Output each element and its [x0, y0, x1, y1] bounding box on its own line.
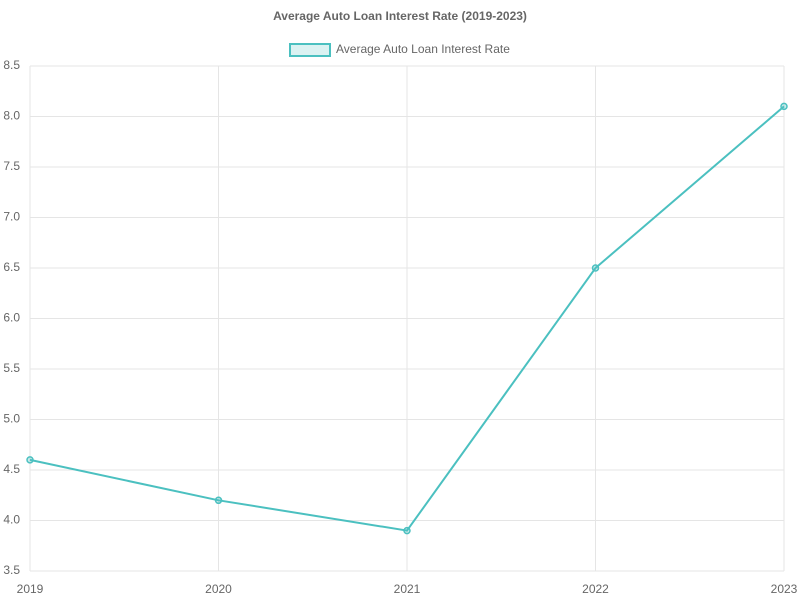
data-point: [780, 102, 788, 111]
data-point: [214, 496, 223, 505]
y-tick-label: 8.5: [3, 58, 20, 72]
chart-title: Average Auto Loan Interest Rate (2019-20…: [273, 9, 527, 23]
x-tick-label: 2023: [771, 582, 798, 596]
y-tick-label: 4.5: [3, 462, 20, 476]
y-tick-label: 4.0: [3, 513, 20, 527]
data-line: [29, 105, 785, 532]
data-point: [403, 526, 411, 535]
y-tick-label: 6.0: [3, 311, 20, 325]
y-tick-label: 7.5: [3, 159, 20, 173]
y-tick-label: 5.0: [3, 412, 20, 426]
legend-label: Average Auto Loan Interest Rate: [336, 42, 510, 56]
y-tick-label: 3.5: [3, 563, 20, 577]
x-tick-label: 2021: [394, 582, 421, 596]
x-tick-label: 2019: [17, 582, 44, 596]
x-tick-label: 2022: [582, 582, 609, 596]
y-tick-label: 7.0: [3, 210, 20, 224]
y-tick-label: 6.5: [3, 260, 20, 274]
legend-swatch: [289, 43, 331, 57]
data-point: [26, 456, 34, 464]
x-tick-label: 2020: [205, 582, 232, 596]
y-tick-label: 8.0: [3, 109, 20, 123]
data-point: [591, 264, 600, 272]
y-tick-label: 5.5: [3, 361, 20, 375]
